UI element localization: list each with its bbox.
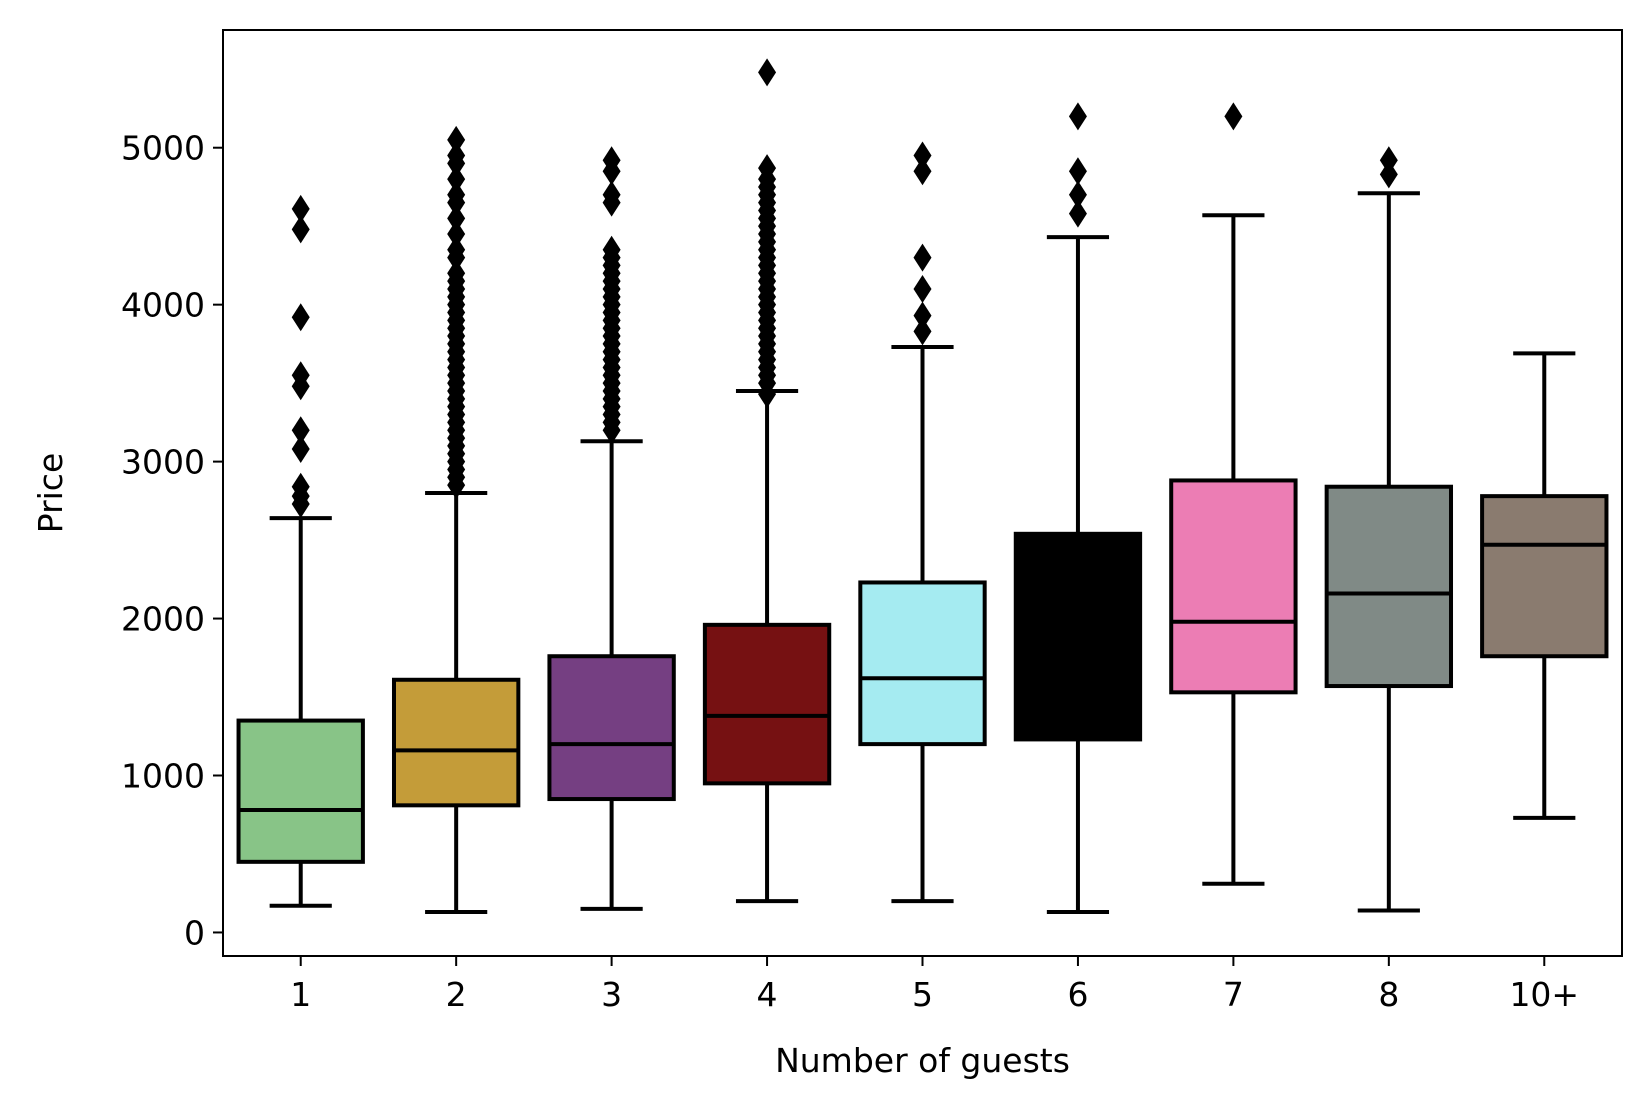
outlier-point	[602, 146, 621, 175]
box-group-4	[702, 58, 832, 904]
outlier-point	[291, 435, 310, 464]
outlier-point	[913, 141, 932, 170]
box-iqr	[702, 622, 832, 786]
y-tick-label: 3000	[121, 443, 205, 482]
outlier-point	[602, 235, 621, 264]
outlier-point	[447, 204, 466, 233]
outlier-point	[447, 125, 466, 154]
outlier-point	[602, 180, 621, 209]
outlier-point	[291, 416, 310, 445]
x-tick-label: 1	[290, 975, 311, 1014]
outlier-point	[758, 154, 777, 183]
outlier-point	[1224, 102, 1243, 131]
x-tick-label: 7	[1223, 975, 1244, 1014]
y-tick-label: 0	[184, 913, 205, 952]
box-group-10+	[1480, 351, 1609, 820]
outlier-point	[291, 303, 310, 332]
x-axis-title: Number of guests	[775, 1041, 1070, 1080]
outlier-point	[447, 165, 466, 194]
box-iqr	[1169, 478, 1298, 695]
box-group-1	[236, 194, 365, 908]
y-tick-label: 2000	[121, 600, 205, 639]
box-group-6	[1013, 102, 1143, 915]
outlier-point	[913, 317, 932, 346]
box-iqr	[1480, 494, 1609, 659]
box-group-2	[391, 125, 521, 915]
y-tick-label: 1000	[121, 757, 205, 796]
y-tick-label: 5000	[121, 129, 205, 168]
x-tick-label: 5	[912, 975, 933, 1014]
outlier-point	[1068, 102, 1087, 131]
box-iqr	[1013, 531, 1143, 742]
outlier-point	[913, 274, 932, 303]
outlier-point	[1068, 180, 1087, 209]
outlier-point	[1379, 146, 1398, 175]
outlier-point	[1068, 199, 1087, 228]
box-iqr	[391, 677, 521, 808]
outlier-point	[447, 180, 466, 209]
x-tick-label: 6	[1067, 975, 1088, 1014]
outlier-point	[758, 58, 777, 87]
outlier-point	[447, 220, 466, 249]
outlier-point	[913, 301, 932, 330]
outlier-point	[291, 472, 310, 501]
outlier-point	[291, 215, 310, 244]
x-tick-label: 10+	[1509, 975, 1579, 1014]
outlier-point	[291, 361, 310, 390]
box-iqr	[858, 580, 987, 747]
x-tick-label: 8	[1378, 975, 1399, 1014]
x-tick-label: 3	[601, 975, 622, 1014]
y-axis-title: Price	[31, 453, 70, 534]
outlier-point	[1068, 157, 1087, 186]
box-iqr	[236, 718, 365, 864]
box-group-3	[547, 146, 676, 911]
box-iqr	[547, 654, 676, 802]
boxes-layer	[236, 58, 1609, 915]
box-group-7	[1169, 102, 1298, 886]
outlier-point	[1379, 160, 1398, 189]
outlier-point	[447, 235, 466, 264]
outlier-point	[913, 243, 932, 272]
box-group-8	[1324, 146, 1454, 913]
outlier-point	[447, 259, 466, 288]
box-iqr	[1324, 484, 1454, 689]
outlier-point	[291, 194, 310, 223]
outlier-point	[913, 157, 932, 186]
outlier-point	[447, 141, 466, 170]
x-tick-label: 4	[757, 975, 778, 1014]
y-tick-label: 4000	[121, 286, 205, 325]
axes-layer: 0 1000 2000 3000 4000 5000 1 2 3 4 5 6 7 8 10+	[121, 29, 1623, 1014]
x-tick-label: 2	[446, 975, 467, 1014]
box-group-5	[858, 141, 987, 904]
